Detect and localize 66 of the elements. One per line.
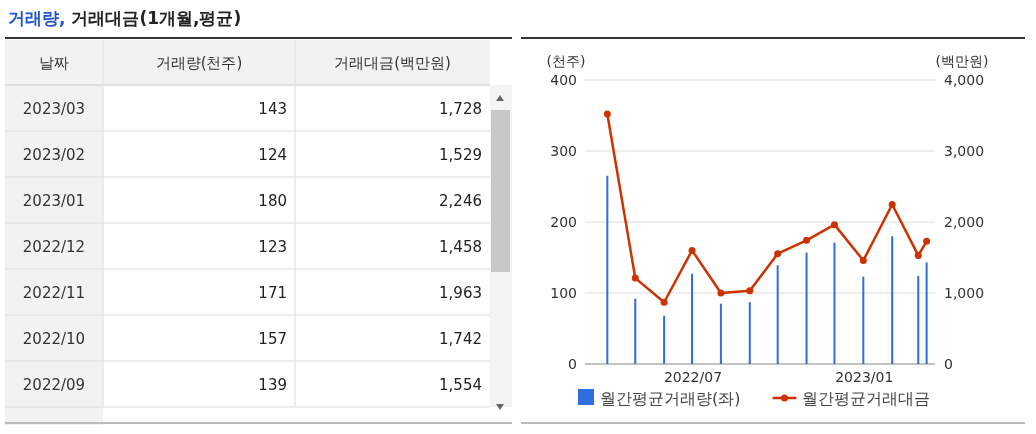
y2-tick-label: 1,000 <box>944 285 985 301</box>
bar <box>634 298 637 364</box>
y2-tick-label: 4,000 <box>944 72 985 88</box>
y-tick-label: 100 <box>550 285 577 301</box>
text: 143 <box>258 100 287 118</box>
bar <box>748 302 751 364</box>
text: 거래량, 거래대금(1개월,평균) <box>8 8 242 28</box>
point <box>923 237 931 245</box>
text: 123 <box>258 238 287 256</box>
category-label: 2023/02 <box>22 146 86 164</box>
category-label: 2022/10 <box>22 330 86 348</box>
bar <box>891 236 894 364</box>
text: 157 <box>258 330 287 348</box>
bar <box>805 252 808 364</box>
y-tick-label: 0 <box>568 356 577 372</box>
y-tick-label: 400 <box>550 72 577 88</box>
point <box>859 256 867 264</box>
point <box>631 274 639 282</box>
y-tick-label: 300 <box>550 143 577 159</box>
text: 날짜 <box>39 54 69 72</box>
category-label: 2022/11 <box>22 284 86 302</box>
y2-tick-label: 0 <box>944 356 953 372</box>
bar <box>776 265 779 364</box>
bar <box>833 242 836 364</box>
point <box>688 246 696 254</box>
text: 1,458 <box>439 238 482 256</box>
y2-tick-label: 2,000 <box>944 214 985 230</box>
text: 1,963 <box>439 284 482 302</box>
text: 124 <box>258 146 287 164</box>
bar <box>925 262 928 364</box>
text: 171 <box>258 284 287 302</box>
point <box>914 251 922 259</box>
text: 1,728 <box>439 100 482 118</box>
y-tick-label: 200 <box>550 214 577 230</box>
point <box>803 236 811 244</box>
bar <box>606 175 609 364</box>
text: 1,554 <box>439 376 482 394</box>
text: 2,246 <box>439 192 482 210</box>
point <box>888 201 896 209</box>
category-label: 2022/12 <box>22 238 86 256</box>
text: 180 <box>258 192 287 210</box>
legend-label: 월간평균거래량(좌) <box>600 389 741 408</box>
text: 거래량(천주) <box>155 54 243 72</box>
bar <box>917 275 920 364</box>
point <box>717 289 725 297</box>
point <box>603 110 611 118</box>
text: 139 <box>258 376 287 394</box>
category-label: 2023/01 <box>22 192 86 210</box>
bar <box>663 315 666 364</box>
category-label: 2023/03 <box>22 100 86 118</box>
legend-label: 월간평균거래대금 <box>802 389 931 408</box>
point <box>746 287 754 295</box>
point <box>774 250 782 258</box>
y-axis-title: (천주) <box>546 53 586 69</box>
point <box>660 298 668 306</box>
category-label: 2022/09 <box>22 376 86 394</box>
text: 거래대금(백만원) <box>334 54 451 72</box>
text: 1,742 <box>439 330 482 348</box>
point <box>830 221 838 229</box>
y2-axis-title: (백만원) <box>935 53 989 69</box>
text: 1,529 <box>439 146 482 164</box>
bar <box>862 276 865 364</box>
y2-tick-label: 3,000 <box>944 143 985 159</box>
bar <box>691 273 694 364</box>
x-tick-label: 2022/07 <box>663 369 723 385</box>
bar <box>719 303 722 364</box>
